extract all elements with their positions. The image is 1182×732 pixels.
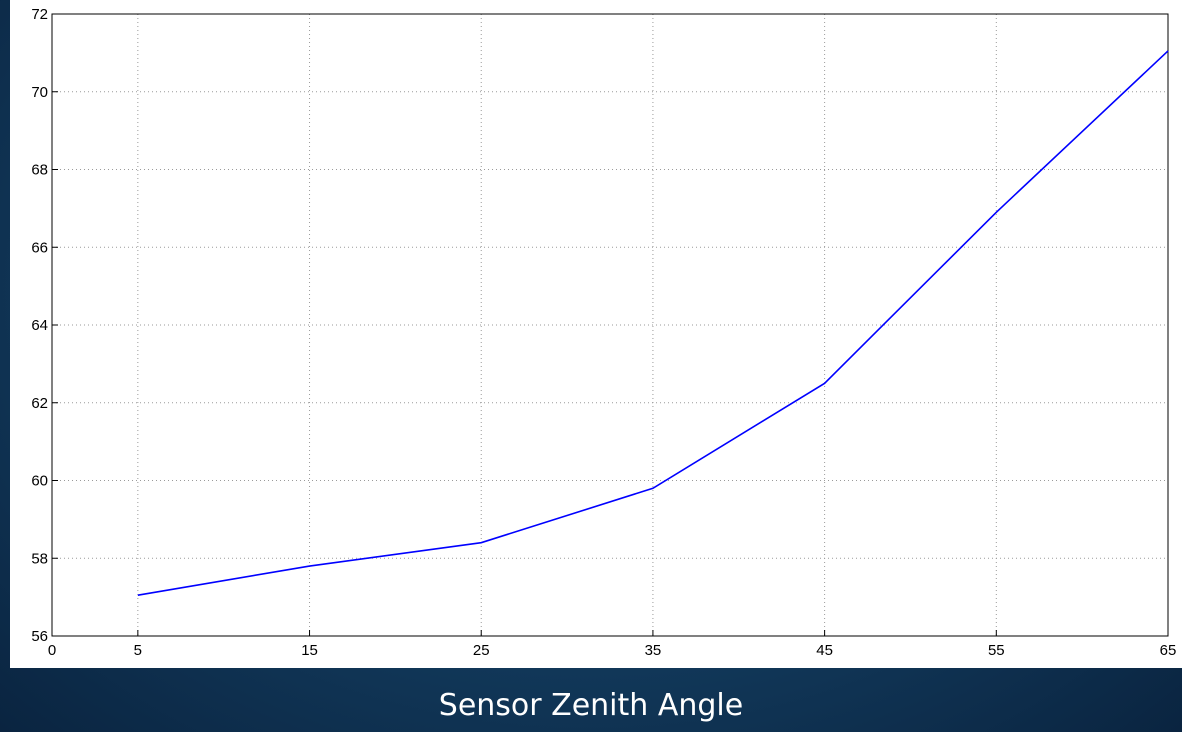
y-tick-label: 72 xyxy=(31,6,48,23)
x-tick-label: 25 xyxy=(473,642,490,659)
x-tick-label: 5 xyxy=(134,642,142,659)
x-tick-label: 65 xyxy=(1160,642,1177,659)
y-tick-label: 66 xyxy=(31,239,48,256)
x-tick-label: 0 xyxy=(48,642,56,659)
y-tick-label: 56 xyxy=(31,628,48,645)
x-tick-label: 35 xyxy=(645,642,662,659)
data-line xyxy=(137,50,1169,596)
axes-box xyxy=(51,13,1169,637)
x-tick-label: 55 xyxy=(988,642,1005,659)
x-tick-label: 45 xyxy=(816,642,833,659)
y-tick-label: 68 xyxy=(31,162,48,179)
y-tick-label: 64 xyxy=(31,317,48,334)
x-tick-label: 15 xyxy=(301,642,318,659)
y-tick-label: 58 xyxy=(31,550,48,567)
plot-background xyxy=(10,0,1182,668)
chart: 56 58 60 62 64 66 68 70 72 0 5 15 25 35 45 55 65 xyxy=(10,0,1182,668)
y-tick-label: 62 xyxy=(31,395,48,412)
x-axis-label: Sensor Zenith Angle xyxy=(438,688,744,723)
y-tick-label: 60 xyxy=(31,473,48,490)
y-tick-label: 70 xyxy=(31,84,48,101)
